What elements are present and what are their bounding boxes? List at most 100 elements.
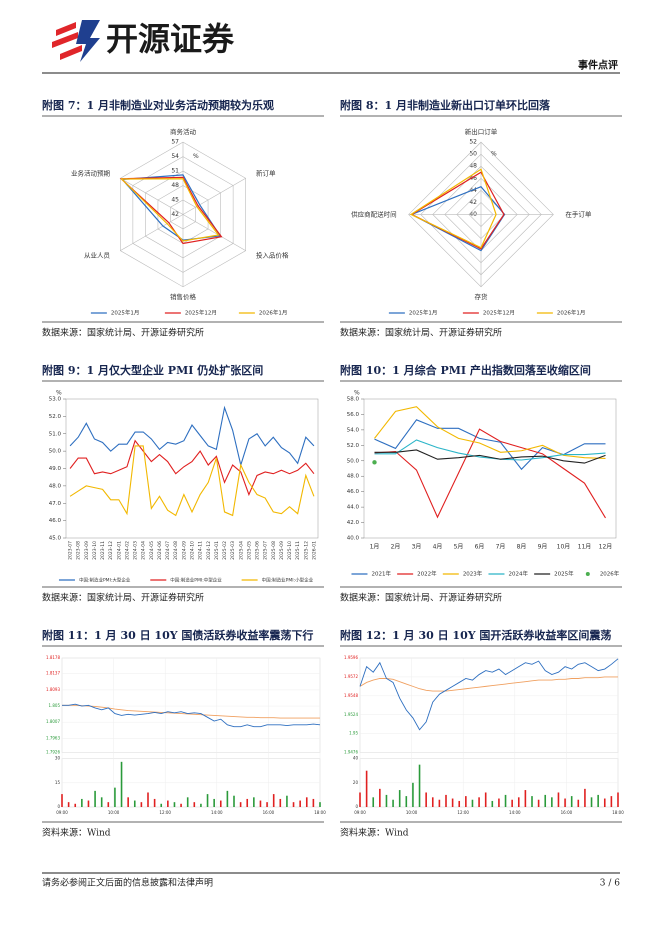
volume-bar [67, 802, 70, 807]
r-tick-label: 46 [469, 175, 477, 182]
volume-bar [531, 796, 533, 807]
x-tick-label: 09:00 [56, 810, 68, 815]
axis-label: 业务活动预期 [71, 168, 111, 177]
x-tick-label: 10:00 [406, 810, 418, 815]
series-line [374, 406, 606, 460]
volume-tick-label: 30 [55, 756, 61, 761]
legend-label: 中国:制造业PMI:大型企业 [79, 577, 131, 584]
plot-frame [363, 398, 617, 539]
figure-source: 数据来源：国家统计局、开源证券研究所 [42, 327, 204, 339]
volume-bar [438, 799, 441, 807]
unit-label: % [354, 390, 360, 397]
x-tick-label: 2023-09 [84, 541, 90, 560]
volume-bar [87, 800, 90, 807]
average-line [359, 676, 618, 692]
average-line [62, 704, 320, 719]
volume-bar [94, 790, 96, 807]
volume-bar [200, 803, 202, 807]
volume-bar [590, 797, 593, 807]
volume-bar [372, 797, 375, 807]
volume-bar [219, 800, 222, 807]
y-tick-label: 48.0 [347, 474, 360, 480]
x-tick-label: 12:00 [159, 810, 171, 815]
x-tick-label: 10:00 [108, 810, 120, 815]
figure-source: 数据来源：国家统计局、开源证券研究所 [340, 592, 502, 604]
radar-series [409, 168, 497, 249]
x-tick-label: 2025-05 [246, 541, 252, 560]
volume-tick-label: 20 [353, 780, 359, 785]
y-tick-label: 1.9572 [344, 674, 358, 679]
y-tick-label: 1.9524 [344, 712, 358, 717]
y-tick-label: 1.805 [49, 703, 61, 708]
x-tick-label: 2024-01 [116, 541, 122, 560]
x-tick-label: 11月 [578, 544, 592, 551]
r-tick-label: 52 [469, 139, 477, 146]
price-line [359, 658, 619, 731]
y-tick-label: 54.0 [347, 427, 360, 433]
volume-bar [484, 792, 487, 807]
radar-axis [182, 214, 246, 251]
volume-bar [577, 799, 580, 807]
volume-bar [617, 792, 619, 807]
figure-title: 附图 10：1 月综合 PMI 产出指数回落至收缩区间 [340, 363, 591, 377]
y-tick-label: 1.8093 [46, 687, 60, 692]
figure-title: 附图 8：1 月非制造业新出口订单环比回落 [340, 98, 551, 112]
x-tick-label: 2023-11 [100, 541, 106, 560]
legend-label: 2025年1月 [409, 309, 438, 317]
axis-label: 投入品价格 [256, 251, 289, 260]
y-tick-label: 48.0 [49, 483, 62, 489]
volume-bar [305, 797, 308, 807]
axis-label: 在手订单 [565, 209, 592, 218]
x-tick-label: 2025-01 [214, 541, 220, 560]
legend-label: 2025年12月 [483, 309, 515, 317]
figure-title: 附图 11：1 月 30 日 10Y 国债活跃券收益率震荡下行 [42, 628, 313, 642]
volume-bar [610, 796, 613, 807]
volume-tick-label: 0 [57, 804, 60, 809]
x-tick-label: 09:00 [354, 810, 366, 815]
y-tick-label: 52.0 [49, 414, 62, 420]
r-tick-label: 51 [171, 168, 179, 175]
x-tick-label: 2023-10 [92, 541, 98, 560]
y-tick-label: 50.0 [49, 449, 62, 455]
x-tick-label: 2023-08 [76, 541, 82, 560]
volume-bar [319, 802, 321, 807]
x-tick-label: 1月 [370, 544, 380, 551]
volume-bar [81, 798, 83, 807]
volume-bar [266, 802, 268, 807]
x-tick-label: 2025-06 [255, 541, 261, 560]
x-tick-label: 2025-03 [230, 541, 236, 560]
figure-source: 资料来源：Wind [340, 827, 409, 839]
x-tick-label: 2025-07 [263, 541, 269, 560]
x-tick-label: 6月 [475, 544, 485, 551]
volume-bar [603, 798, 606, 807]
x-tick-label: 10月 [557, 544, 571, 551]
volume-bar [584, 788, 586, 807]
y-tick-label: 1.8137 [46, 670, 60, 675]
volume-bar [233, 795, 235, 807]
volume-bar [412, 782, 414, 807]
volume-bar [114, 787, 116, 807]
r-tick-label: 42 [469, 199, 477, 206]
page-number: 3 / 6 [600, 879, 620, 889]
volume-bar [239, 802, 242, 807]
legend-label: 2026年1月 [259, 309, 288, 317]
y-tick-label: 56.0 [347, 412, 360, 418]
y-tick-label: 42.0 [347, 520, 360, 526]
volume-bar [213, 798, 215, 807]
series-line [374, 428, 606, 519]
legend-label: 中国:制造业PMI:中型企业 [170, 577, 222, 584]
volume-bar [597, 794, 599, 807]
volume-tick-label: 15 [55, 780, 61, 785]
figure-title: 附图 7：1 月非制造业对业务活动预期较为乐观 [42, 98, 274, 112]
volume-bar [504, 794, 507, 807]
series-line [69, 445, 315, 517]
x-tick-label: 4月 [433, 544, 443, 551]
plot-frame [65, 398, 319, 539]
r-tick-label: 50 [469, 151, 477, 158]
volume-bar [107, 802, 110, 807]
y-tick-label: 1.9476 [344, 750, 358, 755]
series-line [374, 419, 606, 471]
x-tick-label: 7月 [496, 544, 506, 551]
series-line [69, 405, 315, 468]
figure-title: 附图 12：1 月 30 日 10Y 国开活跃券收益率区间震荡 [340, 628, 611, 642]
